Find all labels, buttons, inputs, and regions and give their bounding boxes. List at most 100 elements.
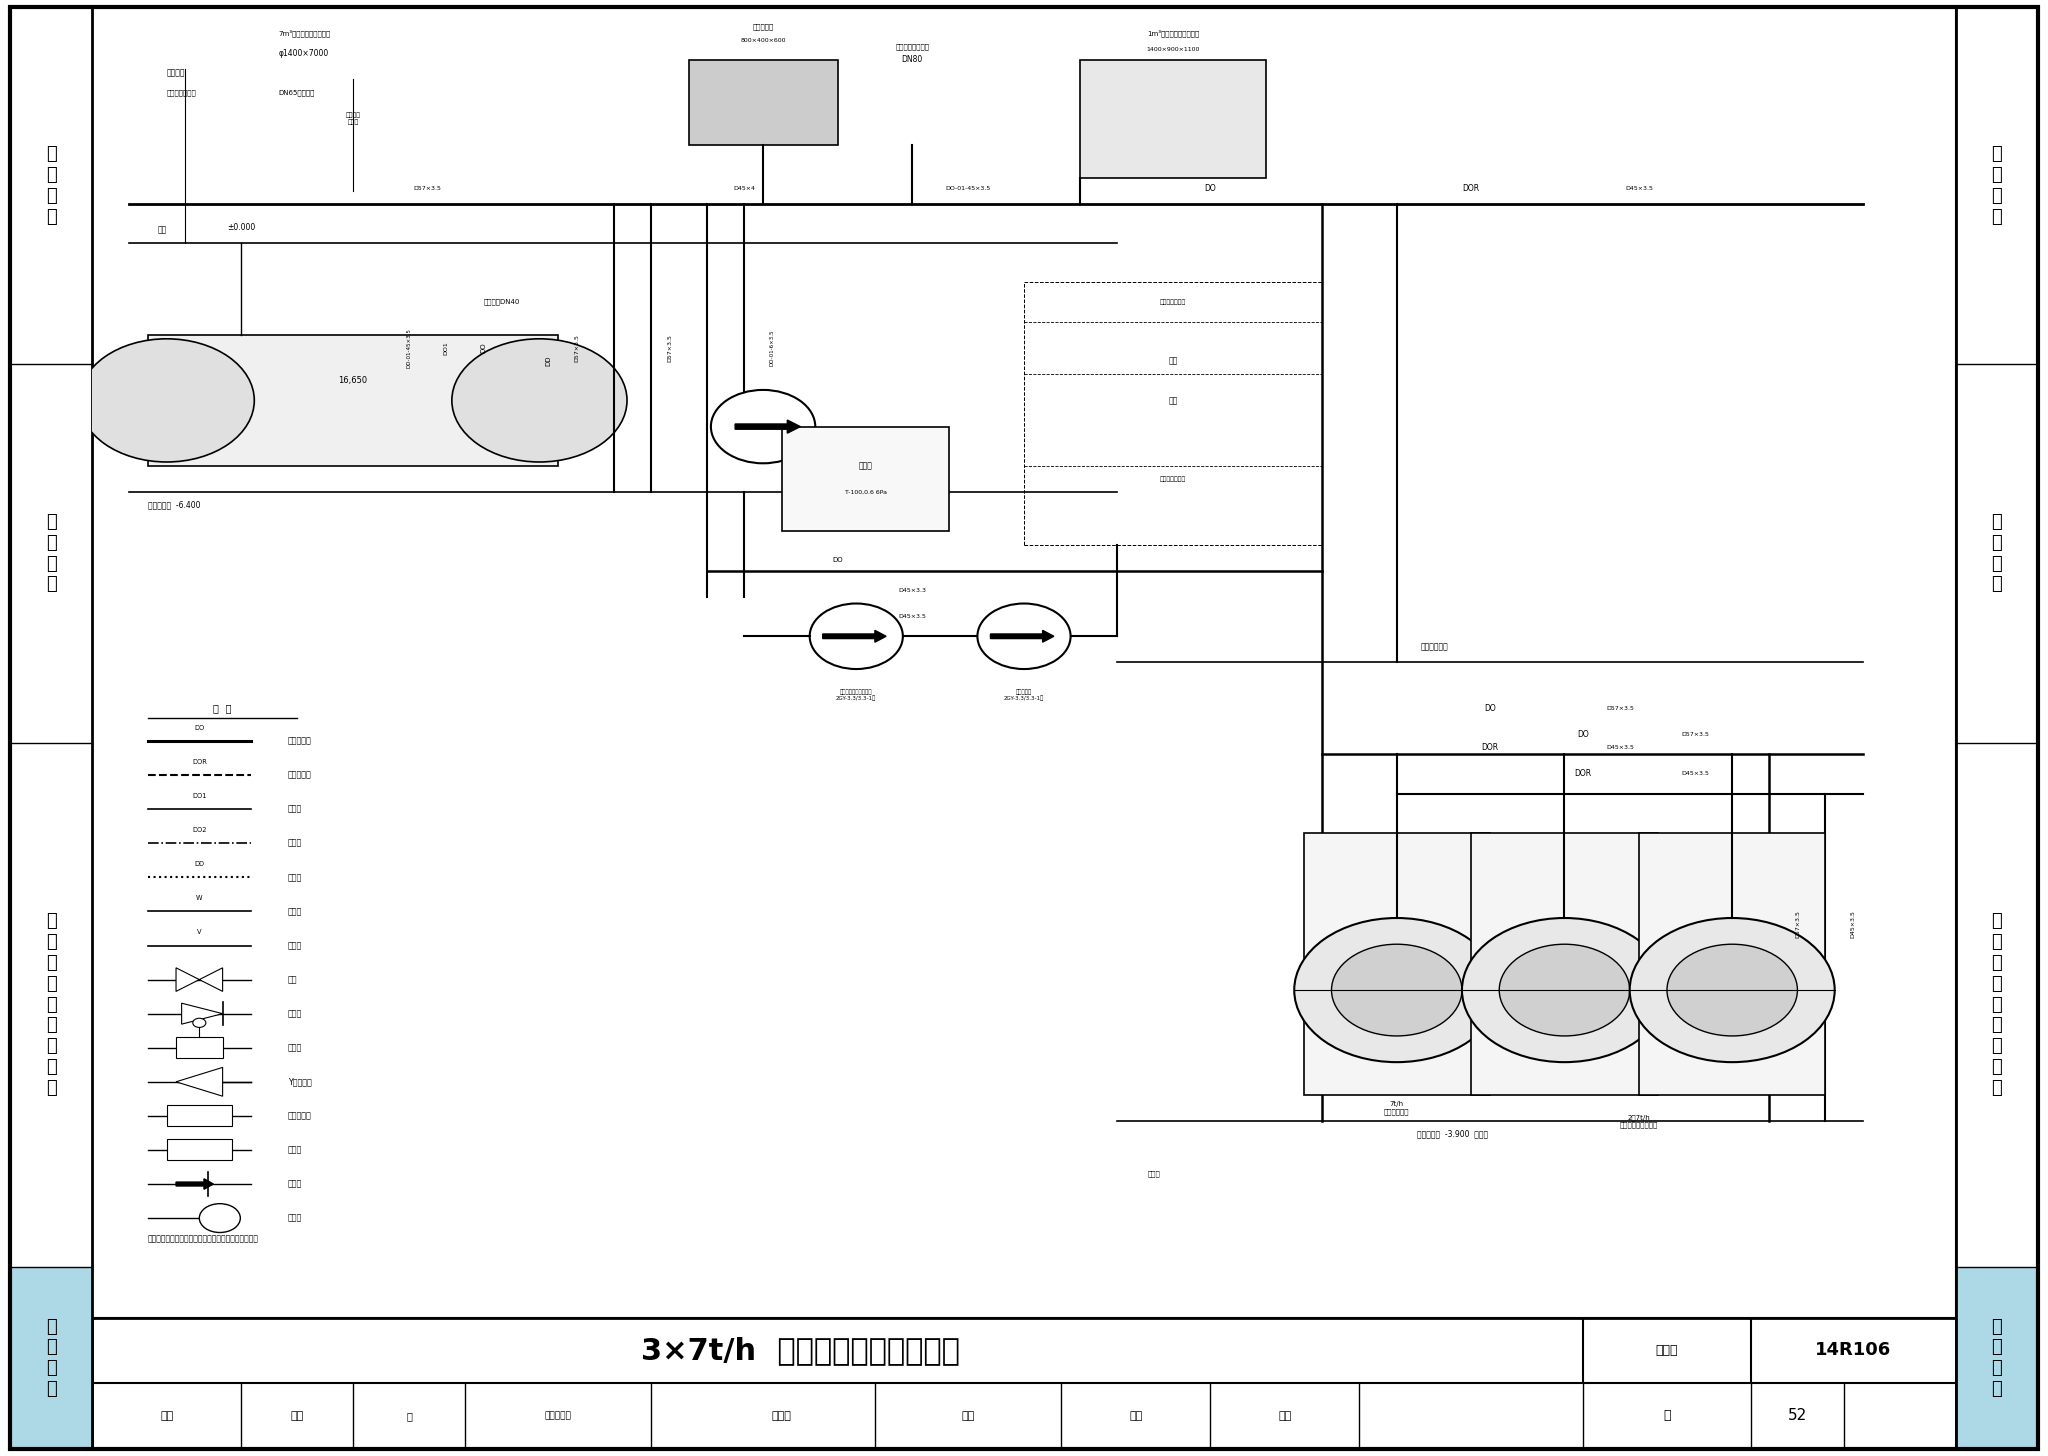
Bar [1303,833,1489,1095]
Text: D57×3.5: D57×3.5 [1794,910,1800,939]
Polygon shape [176,1067,223,1096]
Text: 乡雅芳: 乡雅芳 [772,1411,793,1421]
Text: T-100,0.6 6Pa: T-100,0.6 6Pa [844,489,887,495]
Text: 双门截阀DN40: 双门截阀DN40 [483,298,520,306]
Text: DO: DO [1485,703,1495,713]
Bar [166,1140,231,1160]
Circle shape [199,1204,240,1232]
Text: DD: DD [195,862,205,868]
Text: 工
程
实
例: 工 程 实 例 [1991,1318,2003,1398]
Text: 崔岚: 崔岚 [1128,1411,1143,1421]
Text: DO: DO [195,725,205,731]
Text: DO: DO [481,342,487,354]
Text: D45×3.5: D45×3.5 [1624,185,1653,191]
Text: 阻火器: 阻火器 [289,1179,303,1188]
Bar [1024,282,1323,545]
Text: Y型过滤器: Y型过滤器 [289,1077,311,1086]
Text: DO1: DO1 [193,794,207,799]
Text: 电磁阀: 电磁阀 [289,1044,303,1053]
FancyArrow shape [176,1179,213,1190]
Text: 图  例: 图 例 [213,703,231,713]
Text: 1400×900×1100: 1400×900×1100 [1147,47,1200,52]
Text: DO: DO [831,558,844,563]
Text: 工
程
实
例: 工 程 实 例 [45,1318,57,1398]
Text: D57×3.5: D57×3.5 [668,333,672,363]
Bar [10,743,92,1267]
Circle shape [809,603,903,668]
Text: 编
制
说
明: 编 制 说 明 [1991,146,2003,226]
Text: 液阀: 液阀 [289,976,297,984]
Text: 加油口盖板: 加油口盖板 [752,23,774,31]
Text: 压力表: 压力表 [289,1214,303,1223]
Bar [688,60,838,146]
Text: 页: 页 [1663,1409,1671,1423]
FancyArrow shape [823,630,887,642]
Text: DO1: DO1 [444,341,449,355]
Text: 设
计
技
术
原
则
与
要
点: 设 计 技 术 原 则 与 要 点 [45,913,57,1096]
Text: 7m³室整形制卸式储油罐: 7m³室整形制卸式储油罐 [279,29,332,38]
Text: 鲁光: 鲁光 [1278,1411,1292,1421]
Bar [10,7,92,364]
Text: 低液位报警位置: 低液位报警位置 [1159,476,1186,482]
Text: 校对毛雅芳: 校对毛雅芳 [545,1411,571,1421]
Text: 相
关
术
语: 相 关 术 语 [1991,513,2003,594]
Text: 液位显示
控制仪: 液位显示 控制仪 [346,112,360,125]
Text: 相
关
术
语: 相 关 术 语 [45,513,57,594]
Text: DN65集油管套: DN65集油管套 [279,89,315,96]
Text: DOR: DOR [1462,183,1481,192]
Text: DO-01-6×3.5: DO-01-6×3.5 [770,329,774,367]
Bar [782,427,950,531]
Text: 设计: 设计 [961,1411,975,1421]
Text: ±0.000: ±0.000 [227,223,256,232]
Text: DOR: DOR [1575,769,1591,779]
Circle shape [1667,943,1798,1037]
Text: 燃油管: 燃油管 [289,805,303,814]
Text: 燃油供油管: 燃油供油管 [289,737,311,745]
Text: 油流液示器: 油流液示器 [289,1111,311,1120]
Text: 2台7t/h
燃气（油）蒸汽锅炉: 2台7t/h 燃气（油）蒸汽锅炉 [1620,1114,1659,1128]
Circle shape [193,1018,207,1028]
Text: 水表间: 水表间 [1149,1171,1161,1176]
Text: 液位计: 液位计 [289,1146,303,1155]
Text: 备用输油泵（锅炉房）
2GY-3.3/3.3-1型: 备用输油泵（锅炉房） 2GY-3.3/3.3-1型 [836,689,877,702]
Text: DD: DD [545,355,551,367]
Bar [10,364,92,743]
Bar [1956,7,2038,364]
Text: 控制柜: 控制柜 [858,462,872,470]
Text: 审核: 审核 [160,1411,174,1421]
Circle shape [977,603,1071,668]
Bar [1956,1267,2038,1449]
Circle shape [453,339,627,462]
Bar [1956,743,2038,1267]
Text: 上回阀: 上回阀 [289,1009,303,1018]
Polygon shape [176,968,223,992]
Text: V: V [197,929,201,935]
Text: 52: 52 [1788,1408,1806,1424]
Text: D57×3.5: D57×3.5 [414,185,442,191]
Text: 快速加油管阀接头: 快速加油管阀接头 [895,44,930,50]
Text: 开泵: 开泵 [1169,396,1178,405]
Text: 地下一夹层  -6.400: 地下一夹层 -6.400 [147,501,201,510]
Text: 图集号: 图集号 [1655,1344,1677,1357]
Text: DO2: DO2 [193,827,207,833]
Circle shape [1294,919,1499,1063]
Bar [1638,833,1825,1095]
Circle shape [1499,943,1630,1037]
Text: 燃油回油管: 燃油回油管 [289,770,311,779]
Text: 7t/h
燃气蒸汽锅炉: 7t/h 燃气蒸汽锅炉 [1384,1101,1409,1115]
Text: 一层: 一层 [158,226,166,234]
Text: φ1400×7000: φ1400×7000 [279,48,330,58]
Circle shape [80,339,254,462]
Text: 地下一夹层  -3.900  锅炉间: 地下一夹层 -3.900 锅炉间 [1417,1130,1489,1139]
Text: W: W [197,895,203,901]
Bar [176,1037,223,1059]
Bar [166,1105,231,1127]
Text: D45×3.5: D45×3.5 [1851,910,1855,939]
Text: 高液位报警位置: 高液位报警位置 [1159,300,1186,304]
Text: 14R106: 14R106 [1815,1341,1892,1360]
Text: 编
制
说
明: 编 制 说 明 [45,146,57,226]
Text: 常泵: 常泵 [1169,357,1178,365]
Text: 3×7t/h  蒸汽锅炉房燃油系统图: 3×7t/h 蒸汽锅炉房燃油系统图 [641,1337,961,1364]
Text: 16,650: 16,650 [338,376,369,386]
Text: D45×3.5: D45×3.5 [1606,745,1634,750]
